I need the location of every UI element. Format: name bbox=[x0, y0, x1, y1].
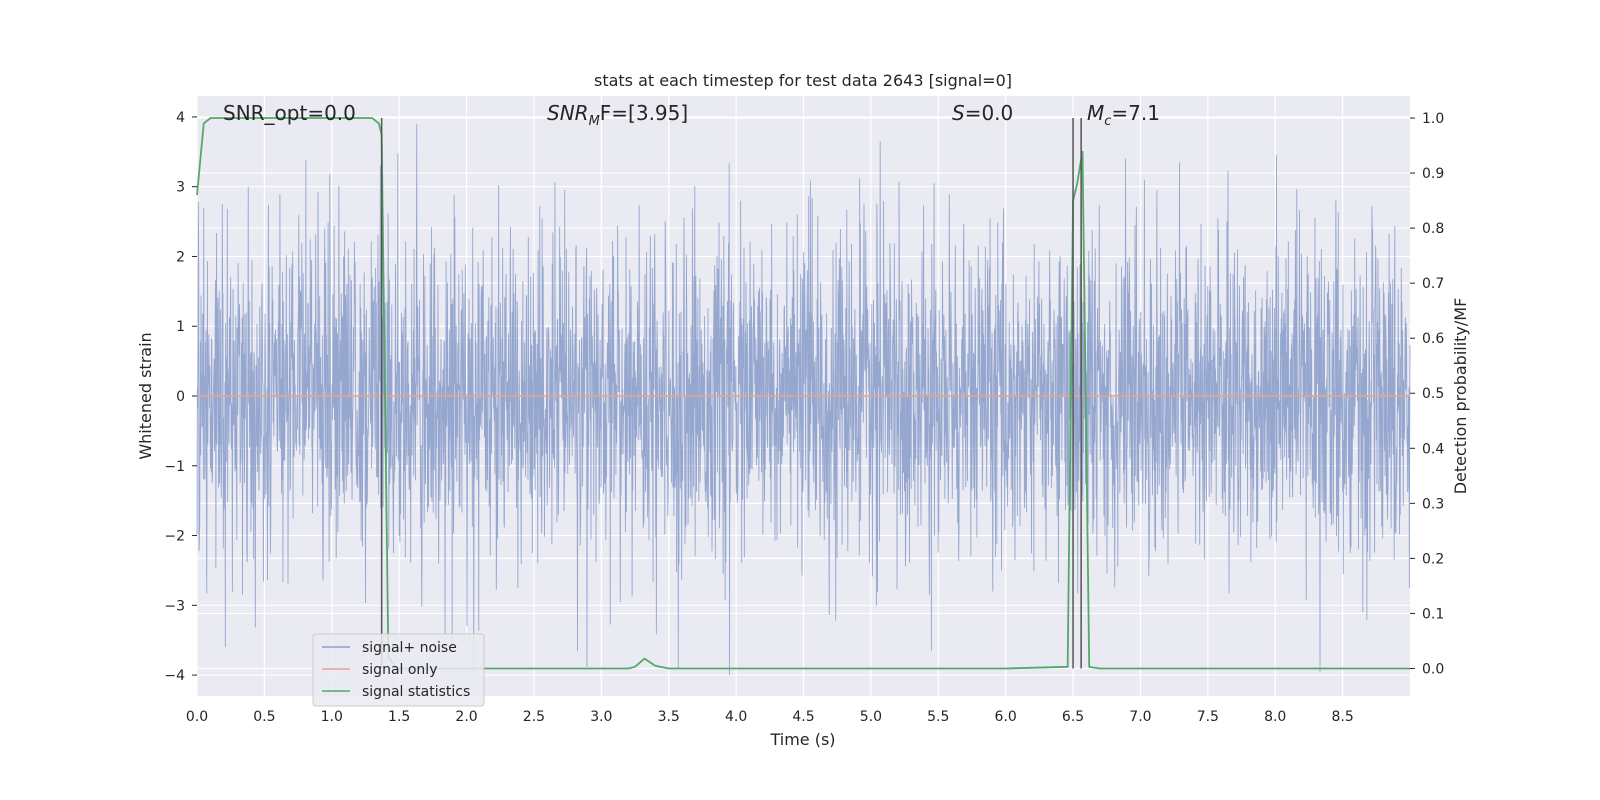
y-right-tick-label: 0.6 bbox=[1422, 331, 1444, 347]
x-tick-label: 2.0 bbox=[455, 709, 477, 725]
legend-box bbox=[312, 633, 485, 707]
y-right-tick-label: 0.8 bbox=[1422, 221, 1444, 237]
y-right-tick-label: 0.9 bbox=[1422, 166, 1444, 182]
y-tick-label: 2 bbox=[176, 249, 185, 265]
mc-main: M bbox=[1087, 101, 1104, 125]
y-right-tick-label: 0.7 bbox=[1422, 276, 1444, 292]
legend-entry-signal: signal only bbox=[362, 662, 437, 678]
y-right-tick-label: 0.2 bbox=[1422, 551, 1444, 567]
x-tick-label: 4.0 bbox=[725, 709, 747, 725]
y-right-tick-label: 0.3 bbox=[1422, 496, 1444, 512]
y-tick-label: 3 bbox=[176, 180, 185, 196]
y-right-tick-label: 1.0 bbox=[1422, 111, 1444, 127]
y-right-tick-label: 0.5 bbox=[1422, 386, 1444, 402]
y-tick-label: −3 bbox=[164, 598, 185, 614]
x-tick-label: 8.0 bbox=[1264, 709, 1286, 725]
stats-series bbox=[196, 117, 1410, 670]
y-tick-label: 0 bbox=[176, 389, 185, 405]
s-main: S bbox=[952, 101, 965, 125]
y-tick-label: −1 bbox=[164, 459, 185, 475]
y-right-tick-label: 0.4 bbox=[1422, 441, 1444, 457]
noise-line bbox=[196, 123, 1411, 676]
legend-entry-stats: signal statistics bbox=[362, 684, 470, 700]
snr-mf-sub: M bbox=[589, 114, 600, 129]
y-tick-label: −4 bbox=[164, 668, 185, 684]
x-axis-label: Time (s) bbox=[769, 730, 835, 749]
mc-rest: =7.1 bbox=[1111, 101, 1160, 125]
y-axis-label-right: Detection probability/MF bbox=[1451, 298, 1470, 495]
y-tick-label: 4 bbox=[176, 110, 185, 126]
x-tick-label: 3.5 bbox=[658, 709, 680, 725]
x-tick-label: 5.5 bbox=[927, 709, 949, 725]
x-tick-label: 6.0 bbox=[995, 709, 1017, 725]
x-tick-label: 0.0 bbox=[186, 709, 208, 725]
snr-mf-annotation: SNRMF=[3.95] bbox=[547, 101, 688, 129]
y-ticks-right: 0.0 0.1 0.2 0.3 0.4 0.5 0.6 0.7 0.8 0.9 1.0 bbox=[1410, 111, 1444, 677]
x-tick-label: 3.0 bbox=[590, 709, 612, 725]
x-tick-label: 1.0 bbox=[321, 709, 343, 725]
legend-entry-noise: signal+ noise bbox=[362, 640, 457, 656]
x-tick-label: 7.5 bbox=[1197, 709, 1219, 725]
x-tick-label: 1.5 bbox=[388, 709, 410, 725]
x-tick-label: 8.5 bbox=[1331, 709, 1353, 725]
legend: signal+ noise signal only signal statist… bbox=[312, 633, 485, 707]
s-rest: =0.0 bbox=[965, 101, 1014, 125]
mc-annotation: Mc=7.1 bbox=[1087, 101, 1160, 129]
snr-mf-main: SNR bbox=[547, 101, 589, 125]
snr-mf-rest: F=[3.95] bbox=[600, 101, 688, 125]
chart-title: stats at each timestep for test data 264… bbox=[594, 71, 1012, 90]
snr-opt-annotation: SNR_opt=0.0 bbox=[223, 101, 356, 125]
mc-sub: c bbox=[1104, 114, 1111, 129]
x-tick-label: 7.0 bbox=[1129, 709, 1151, 725]
y-tick-label: −2 bbox=[164, 529, 185, 545]
x-tick-label: 2.5 bbox=[523, 709, 545, 725]
x-ticks: 0.0 0.5 1.0 1.5 2.0 2.5 3.0 3.5 4.0 4.5 5.0 5.5 6.0 6… bbox=[186, 709, 1354, 725]
stats-line bbox=[196, 117, 1410, 670]
x-tick-label: 4.5 bbox=[792, 709, 814, 725]
x-tick-label: 6.5 bbox=[1062, 709, 1084, 725]
x-tick-label: 0.5 bbox=[253, 709, 275, 725]
x-tick-label: 5.0 bbox=[860, 709, 882, 725]
y-tick-label: 1 bbox=[176, 319, 185, 335]
y-right-tick-label: 0.1 bbox=[1422, 606, 1444, 622]
vertical-markers bbox=[380, 118, 1082, 669]
y-axis-label-left: Whitened strain bbox=[136, 332, 155, 459]
y-ticks-left: −4 −3 −2 −1 0 1 2 3 4 bbox=[164, 110, 197, 684]
y-right-tick-label: 0.0 bbox=[1422, 661, 1444, 677]
s-annotation: S=0.0 bbox=[952, 101, 1013, 125]
noise-series bbox=[196, 123, 1411, 676]
